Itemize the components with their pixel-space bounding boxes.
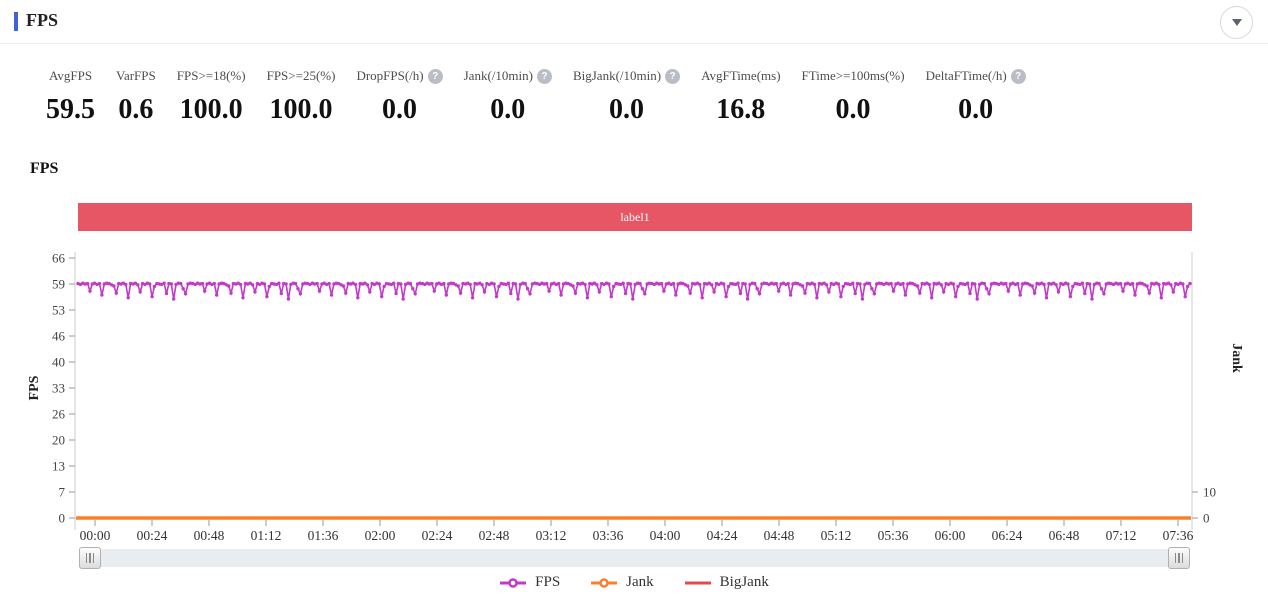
y-left-tick-label: 7: [59, 485, 66, 500]
stat-avgftime-ms: AvgFTime(ms) 16.8: [701, 68, 780, 126]
y-right-tick-label: 10: [1203, 485, 1216, 500]
x-tick-label: 03:36: [593, 528, 624, 543]
scrollbar-right-handle[interactable]: [1168, 547, 1190, 569]
y-left-tick-label: 40: [52, 355, 65, 370]
legend-label: Jank: [626, 574, 654, 590]
x-tick-label: 06:24: [992, 528, 1023, 543]
x-tick-label: 04:24: [707, 528, 738, 543]
stat-label: Jank(/10min): [463, 68, 533, 83]
legend-item-fps[interactable]: FPS: [499, 574, 560, 591]
x-tick-label: 02:48: [479, 528, 510, 543]
datazoom-scrollbar: [0, 547, 1268, 569]
legend-marker-icon: [684, 581, 711, 584]
x-tick-label: 05:36: [878, 528, 909, 543]
stat-varfps: VarFPS 0.6: [116, 68, 156, 126]
stat-label: VarFPS: [116, 68, 156, 83]
x-tick-label: 02:24: [422, 528, 453, 543]
stat-deltaftime-h: DeltaFTime(/h)? 0.0: [926, 68, 1026, 126]
y-left-tick-label: 0: [59, 511, 66, 526]
y-left-tick-label: 53: [52, 303, 65, 318]
stat-value: 0.0: [490, 94, 526, 125]
x-tick-label: 07:12: [1106, 528, 1137, 543]
stat-value: 0.0: [382, 94, 418, 125]
help-icon[interactable]: ?: [536, 68, 552, 84]
x-tick-label: 01:12: [251, 528, 282, 543]
stat-ftime-100ms: FTime>=100ms(%) 0.0: [802, 68, 905, 126]
stat-label: FPS>=18(%): [176, 68, 246, 83]
stat-label: AvgFTime(ms): [701, 68, 781, 83]
stat-label: DropFPS(/h): [356, 68, 424, 83]
stat-value: 0.6: [118, 94, 154, 125]
stat-value: 100.0: [179, 94, 243, 125]
y-left-tick-label: 20: [52, 433, 65, 448]
chart-section-title: FPS: [30, 160, 59, 177]
y-left-tick-label: 66: [52, 251, 66, 266]
x-tick-label: 00:48: [194, 528, 225, 543]
y-right-axis-name: Jank: [1229, 343, 1244, 373]
stat-value: 0.0: [835, 94, 871, 125]
annotation-banner-label: label1: [620, 209, 650, 224]
x-tick-label: 00:00: [80, 528, 111, 543]
stat-label: AvgFPS: [48, 68, 93, 83]
legend-item-jank[interactable]: Jank: [590, 574, 654, 591]
y-left-axis-name: FPS: [27, 375, 42, 400]
stats-row: AvgFPS 59.5 VarFPS 0.6 FPS>=18(%) 100.0 FPS>=2…: [46, 68, 1026, 126]
stat-avgfps: AvgFPS 59.5: [46, 68, 95, 126]
x-tick-label: 06:00: [935, 528, 966, 543]
panel-header: FPS: [0, 0, 1268, 44]
scrollbar-track[interactable]: [79, 549, 1190, 567]
legend-item-bigjank[interactable]: BigJank: [684, 574, 769, 591]
stat-label: FPS>=25(%): [266, 68, 336, 83]
stat-label: FTime>=100ms(%): [801, 68, 905, 83]
help-icon[interactable]: ?: [427, 68, 443, 84]
x-tick-label: 05:12: [821, 528, 852, 543]
stat-value: 100.0: [269, 94, 333, 125]
x-tick-label: 03:12: [536, 528, 567, 543]
stat-value: 0.0: [609, 94, 644, 125]
stat-jank-10min: Jank(/10min)? 0.0: [464, 68, 552, 126]
legend-marker-icon: [500, 577, 527, 588]
x-tick-label: 00:24: [137, 528, 168, 543]
y-left-tick-label: 46: [52, 329, 66, 344]
stat-dropfps-h: DropFPS(/h)? 0.0: [356, 68, 443, 126]
legend-label: FPS: [535, 574, 561, 590]
help-icon[interactable]: ?: [1010, 68, 1026, 84]
y-right-tick-label: 0: [1203, 511, 1210, 526]
stat-label: BigJank(/10min): [572, 68, 662, 83]
chart-legend: FPS Jank BigJank: [0, 574, 1268, 591]
stat-value: 16.8: [716, 94, 766, 125]
stat-bigjank-10min: BigJank(/10min)? 0.0: [572, 68, 681, 126]
accent-bar: [14, 12, 18, 31]
panel-title: FPS: [26, 10, 59, 30]
legend-marker-icon: [591, 577, 618, 588]
x-tick-label: 07:36: [1163, 528, 1194, 543]
fps-line-chart: 0 7 13 20 26 33 40 46 53 59 66 FPS 0 10 Jank 00:00 00:24…: [27, 251, 1244, 544]
chevron-down-icon: [1231, 19, 1242, 26]
y-left-tick-label: 26: [52, 407, 66, 422]
x-tick-label: 02:00: [365, 528, 396, 543]
stat-fps-18: FPS>=18(%) 100.0: [177, 68, 246, 126]
collapse-button[interactable]: [1220, 6, 1253, 39]
stat-label: DeltaFTime(/h): [925, 68, 1007, 83]
y-left-tick-label: 33: [52, 381, 65, 396]
stat-value: 0.0: [958, 94, 994, 125]
x-tick-label: 04:48: [764, 528, 795, 543]
stat-fps-25: FPS>=25(%) 100.0: [267, 68, 336, 126]
scrollbar-left-handle[interactable]: [79, 547, 101, 569]
help-icon[interactable]: ?: [665, 68, 681, 84]
legend-label: BigJank: [719, 574, 769, 590]
x-tick-label: 01:36: [308, 528, 339, 543]
x-tick-label: 06:48: [1049, 528, 1080, 543]
stat-value: 59.5: [46, 94, 95, 125]
annotation-banner: label1: [78, 203, 1192, 231]
x-tick-label: 04:00: [650, 528, 681, 543]
y-left-tick-label: 59: [52, 277, 65, 292]
y-left-tick-label: 13: [52, 459, 65, 474]
